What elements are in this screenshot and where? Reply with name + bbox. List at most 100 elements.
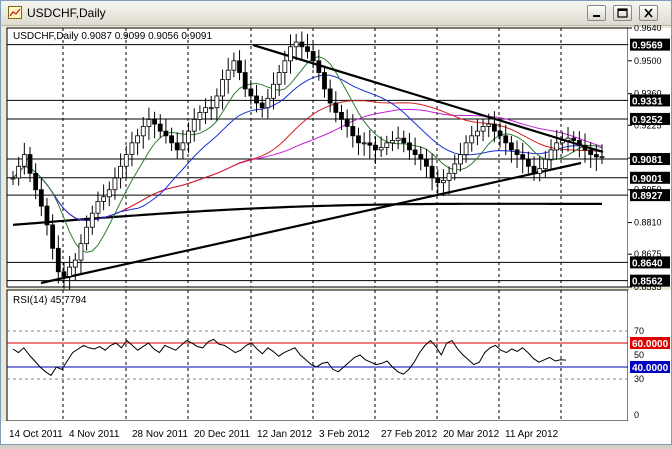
candle	[350, 114, 356, 148]
candle	[310, 42, 316, 69]
price-tick: 0.9640	[634, 25, 662, 33]
candle	[588, 142, 594, 169]
svg-text:60.0000: 60.0000	[632, 339, 669, 350]
candle	[169, 127, 174, 152]
candle	[248, 80, 254, 105]
candle	[259, 95, 265, 118]
rsi-tick: 0	[634, 410, 639, 420]
candle	[333, 91, 339, 123]
ma-red-line	[40, 100, 603, 222]
candle	[480, 118, 486, 142]
candle	[265, 88, 271, 119]
candle	[254, 84, 259, 113]
date-label: 27 Feb 2012	[381, 429, 438, 440]
price-tag: 0.9569	[630, 38, 670, 52]
candle	[271, 72, 276, 110]
svg-text:0.9569: 0.9569	[632, 41, 663, 52]
rsi-panel[interactable]	[6, 289, 629, 422]
candle	[452, 154, 458, 181]
candle	[55, 235, 61, 284]
price-tag: 0.9252	[630, 112, 670, 126]
candle	[231, 52, 237, 78]
chart-area[interactable]: USDCHF,Daily 0.9087 0.9099 0.9056 0.9091…	[1, 23, 671, 444]
rsi-tick: 50	[634, 350, 644, 360]
svg-text:0.9252: 0.9252	[632, 115, 663, 126]
restore-button[interactable]	[613, 5, 632, 21]
candle	[33, 163, 39, 200]
candle	[208, 95, 214, 120]
title-bar[interactable]: USDCHF,Daily	[1, 1, 671, 26]
candle	[118, 153, 124, 189]
svg-text:0.9001: 0.9001	[632, 174, 663, 185]
candle	[112, 167, 118, 200]
price-tick: 0.9360	[634, 89, 662, 99]
candle	[38, 177, 44, 217]
chart-grid	[62, 28, 562, 287]
candle	[514, 140, 520, 169]
close-button[interactable]	[639, 5, 658, 21]
candle	[469, 125, 475, 152]
candle	[276, 64, 282, 96]
date-label: 28 Nov 2011	[132, 429, 188, 440]
ma-blue-line	[12, 74, 603, 222]
candle	[214, 88, 220, 121]
candle	[27, 146, 33, 183]
minimize-icon	[593, 15, 600, 17]
window-title: USDCHF,Daily	[27, 6, 106, 20]
candle	[293, 33, 299, 61]
candle	[401, 130, 407, 153]
candle	[146, 107, 152, 140]
minimize-button[interactable]	[587, 5, 606, 21]
candle	[435, 169, 441, 196]
candle	[458, 142, 463, 172]
candle	[44, 197, 50, 236]
date-label: 14 Oct 2011	[9, 429, 63, 440]
candle	[10, 170, 16, 186]
candle	[407, 132, 412, 160]
candle	[129, 131, 135, 167]
candle	[356, 127, 361, 156]
candle	[424, 148, 429, 179]
candle	[429, 153, 435, 191]
price-tag: 0.8640	[630, 256, 670, 269]
candle	[582, 133, 588, 163]
candle	[441, 169, 446, 197]
date-labels: 14 Oct 2011 4 Nov 2011 28 Nov 2011 20 Dec 2…	[9, 429, 559, 440]
candle	[576, 131, 582, 158]
candle	[186, 122, 191, 153]
price-chart[interactable]: USDCHF,Daily 0.9087 0.9099 0.9056 0.9091…	[1, 23, 671, 444]
candle	[446, 166, 452, 195]
candle	[367, 129, 373, 159]
candle	[412, 137, 418, 166]
candle	[21, 142, 27, 175]
ma-green-line	[12, 56, 603, 253]
candle	[95, 191, 101, 222]
date-label: 20 Dec 2011	[194, 429, 250, 440]
svg-text:0.9081: 0.9081	[632, 155, 663, 166]
candle	[384, 135, 390, 156]
candle	[67, 255, 73, 290]
chart-header: USDCHF,Daily 0.9087 0.9099 0.9056 0.9091	[13, 31, 212, 42]
candle	[344, 109, 350, 138]
rsi-tag: 40.0000	[630, 361, 670, 374]
price-tag: 0.8927	[630, 189, 670, 202]
candle	[322, 65, 327, 98]
candle	[475, 118, 480, 146]
candle	[531, 156, 537, 181]
candle	[174, 132, 180, 159]
candle	[72, 253, 78, 281]
restore-icon	[617, 8, 628, 18]
candle	[61, 262, 67, 289]
candle	[140, 117, 146, 149]
trend-lines	[40, 43, 604, 285]
candle	[559, 131, 565, 154]
candle	[152, 111, 157, 139]
candle	[327, 79, 333, 113]
price-tag: 0.9081	[630, 153, 670, 166]
candle	[390, 131, 395, 152]
candle	[554, 129, 560, 160]
svg-text:0.8927: 0.8927	[632, 191, 663, 202]
candle	[525, 151, 531, 174]
price-candles	[10, 31, 605, 290]
